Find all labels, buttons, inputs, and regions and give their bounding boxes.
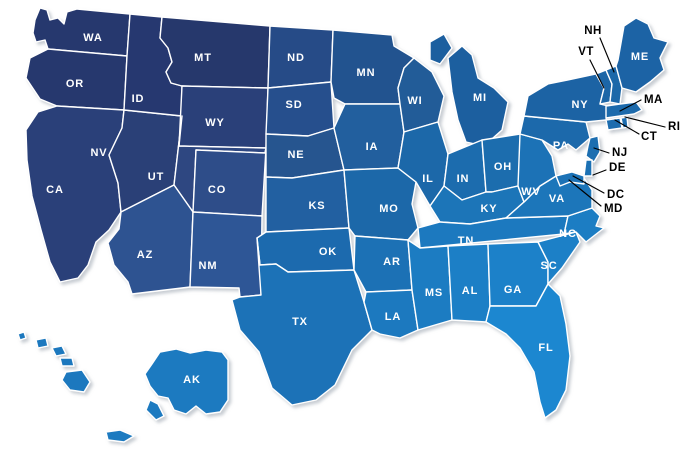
callout-label-vt[interactable]: VT (578, 46, 594, 58)
state-label-fl[interactable]: FL (538, 342, 553, 354)
state-label-tx[interactable]: TX (292, 316, 308, 328)
state-shape-ma-shape[interactable] (605, 101, 643, 119)
state-labels-layer: WA OR CA NV ID MT WY UT AZ CO NM ND SD NE KS OK TX MN IA MO… (46, 32, 649, 386)
state-label-ky[interactable]: KY (480, 203, 497, 215)
callout-lines-layer (568, 37, 666, 207)
state-label-wa[interactable]: WA (83, 32, 103, 44)
state-shape-ca[interactable] (25, 105, 125, 283)
state-label-me[interactable]: ME (631, 51, 649, 63)
state-label-ks[interactable]: KS (308, 200, 325, 212)
callout-labels-layer: NH VT MA RI CT NJ DE DC MD (578, 25, 680, 215)
state-shape-ga[interactable] (487, 241, 549, 307)
state-label-il[interactable]: IL (422, 173, 434, 185)
leader-line-ct (614, 119, 640, 135)
state-shape-nm[interactable] (189, 211, 263, 298)
state-label-mi[interactable]: MI (473, 92, 487, 104)
callout-label-ct[interactable]: CT (641, 131, 657, 143)
callout-label-md[interactable]: MD (604, 203, 623, 215)
state-label-tn[interactable]: TN (458, 235, 474, 247)
states-layer (17, 7, 669, 443)
state-label-va[interactable]: VA (549, 193, 565, 205)
state-shape-ak[interactable] (105, 348, 229, 443)
state-label-ms[interactable]: MS (425, 287, 443, 299)
state-label-in[interactable]: IN (457, 173, 470, 185)
state-shape-hi[interactable] (17, 331, 91, 393)
state-label-hi[interactable]: HI (86, 346, 99, 358)
state-shape-mt[interactable] (159, 16, 271, 89)
state-label-ut[interactable]: UT (148, 171, 164, 183)
callout-label-nj[interactable]: NJ (612, 147, 628, 159)
leader-line-de (592, 169, 607, 176)
state-label-id[interactable]: ID (132, 93, 145, 105)
state-label-ok[interactable]: OK (319, 246, 337, 258)
state-label-sc[interactable]: SC (540, 260, 557, 272)
state-label-ga[interactable]: GA (504, 284, 522, 296)
state-label-nv[interactable]: NV (90, 147, 107, 159)
state-label-wv[interactable]: WV (521, 186, 541, 198)
state-label-la[interactable]: LA (385, 311, 401, 323)
state-shape-me[interactable] (615, 17, 669, 93)
state-shape-ia[interactable] (333, 103, 405, 171)
leader-line-ma (619, 99, 642, 112)
state-shape-co[interactable] (192, 147, 267, 217)
leader-line-nh (599, 37, 615, 73)
state-label-nd[interactable]: ND (287, 52, 305, 64)
leader-line-nj (593, 147, 610, 154)
state-label-wi[interactable]: WI (407, 95, 422, 107)
state-label-al[interactable]: AL (462, 285, 478, 297)
leader-line-md (568, 179, 602, 207)
state-label-pa[interactable]: PA (553, 140, 569, 152)
leader-line-ri (624, 116, 666, 128)
callout-label-de[interactable]: DE (609, 162, 626, 174)
state-shape-al[interactable] (447, 243, 491, 323)
state-label-mt[interactable]: MT (194, 52, 212, 64)
callout-label-ma[interactable]: MA (644, 94, 663, 106)
callout-label-nh[interactable]: NH (584, 25, 601, 37)
state-label-or[interactable]: OR (66, 78, 84, 90)
state-label-co[interactable]: CO (208, 184, 226, 196)
callout-label-ri[interactable]: RI (668, 121, 680, 133)
state-shape-mi[interactable] (429, 33, 509, 147)
state-shape-md-shape[interactable] (555, 171, 585, 187)
state-shape-ct-shape[interactable] (605, 117, 623, 131)
state-shape-tx[interactable] (231, 237, 373, 406)
state-label-ca[interactable]: CA (46, 184, 64, 196)
state-shape-ny[interactable] (523, 73, 609, 123)
leader-line-vt (589, 59, 605, 89)
state-label-nc[interactable]: NC (559, 228, 577, 240)
state-shape-de-shape[interactable] (583, 159, 593, 177)
state-label-ny[interactable]: NY (571, 99, 588, 111)
state-label-mn[interactable]: MN (357, 67, 376, 79)
state-shape-fl[interactable] (485, 283, 571, 419)
leader-line-dc (572, 175, 605, 194)
state-shape-ne[interactable] (265, 127, 345, 179)
state-label-ak[interactable]: AK (183, 374, 201, 386)
state-label-ne[interactable]: NE (287, 149, 304, 161)
state-label-wy[interactable]: WY (205, 117, 225, 129)
state-label-sd[interactable]: SD (285, 99, 302, 111)
state-label-oh[interactable]: OH (494, 161, 512, 173)
state-label-mo[interactable]: MO (379, 203, 399, 215)
state-shape-nj-shape[interactable] (585, 135, 601, 163)
state-label-ar[interactable]: AR (383, 256, 401, 268)
state-label-az[interactable]: AZ (137, 249, 153, 261)
callout-label-dc[interactable]: DC (607, 189, 624, 201)
state-label-nm[interactable]: NM (199, 260, 218, 272)
state-shape-wa[interactable] (32, 7, 131, 57)
state-label-ia[interactable]: IA (366, 141, 379, 153)
